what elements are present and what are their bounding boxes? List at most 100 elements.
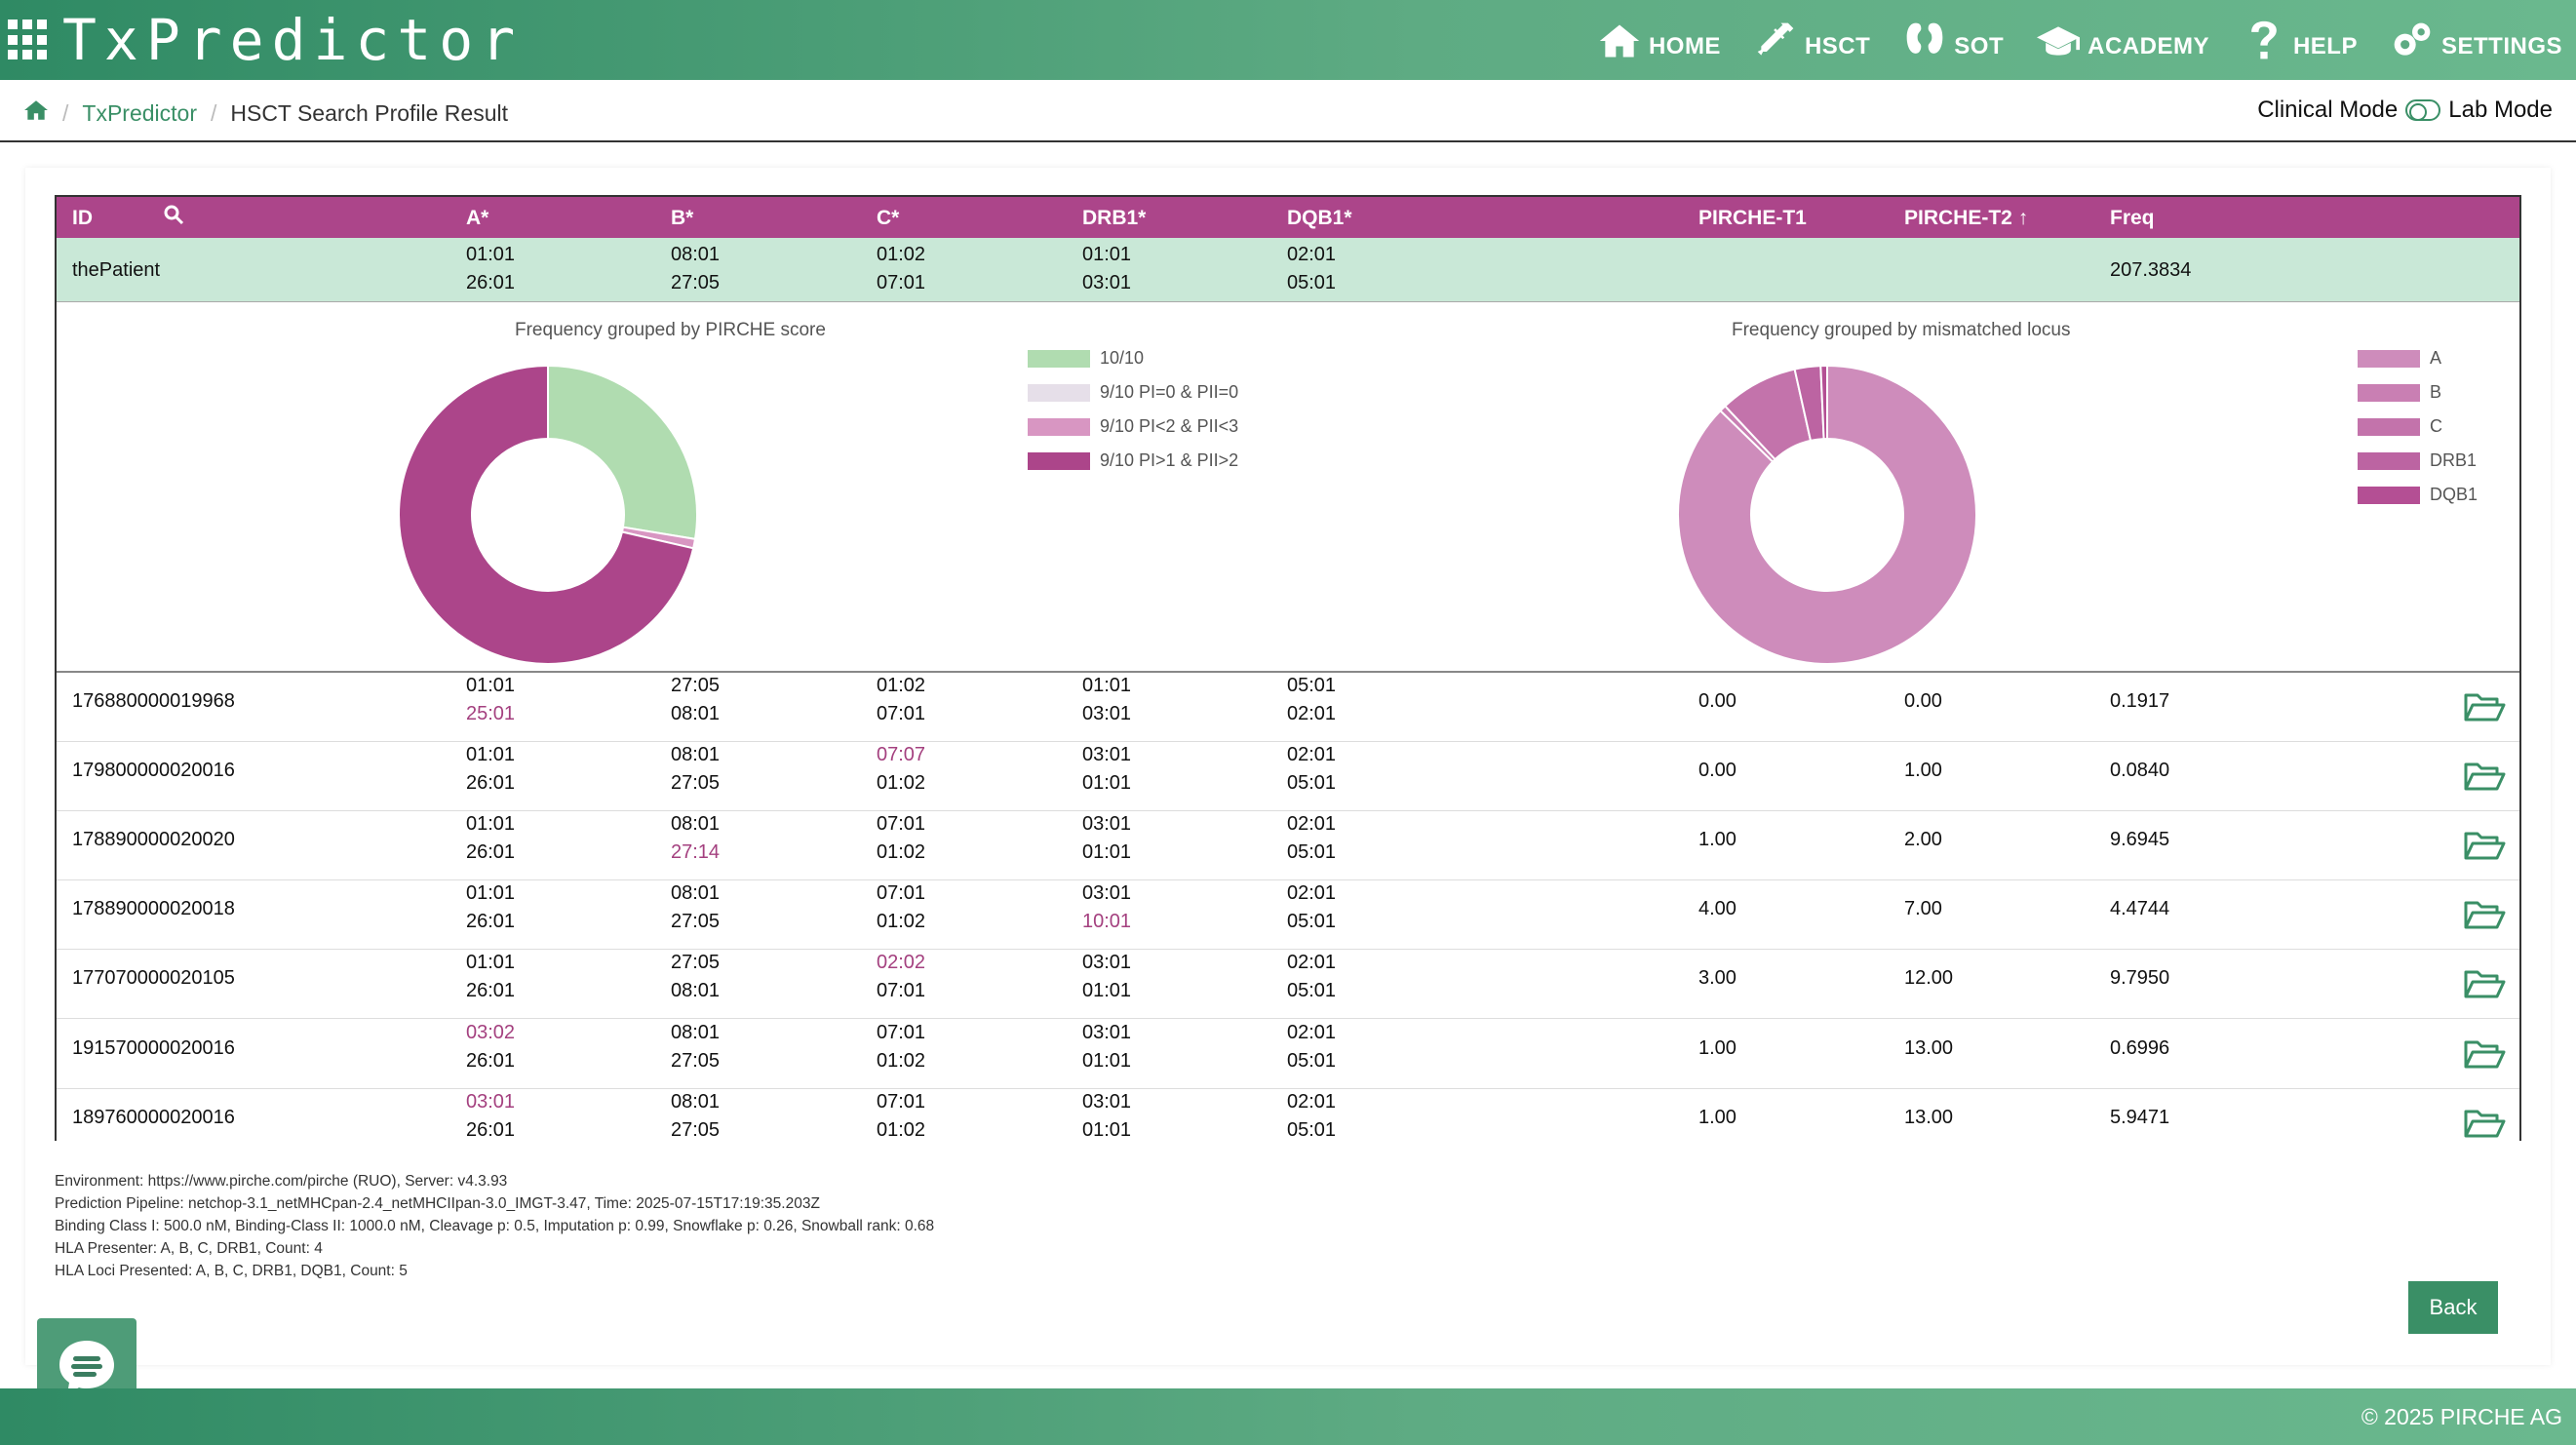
nav-settings[interactable]: SETTINGS [2391,20,2562,62]
allele-b-1: 08:01 [671,1021,721,1043]
allele-c-1: 02:02 [877,952,926,974]
allele-drb1-1: 03:01 [1082,882,1132,905]
open-folder-icon[interactable] [2463,829,2506,862]
allele-dqb1-2: 02:01 [1287,703,1337,724]
mode-toggle[interactable] [2405,99,2441,121]
open-folder-icon[interactable] [2463,760,2506,793]
legend-label: B [2430,382,2442,402]
legend-swatch [1028,417,1090,436]
legend-label: 10/10 [1100,348,1145,368]
open-folder-icon[interactable] [2463,967,2506,1000]
table-row[interactable]: 176880000019968 01:01 25:01 27:05 08:01 01:02… [57,673,2519,742]
allele-dqb1-1: 02:01 [1287,882,1337,905]
breadcrumb-txpredictor-link[interactable]: TxPredictor [82,99,197,126]
allele-dqb1-2: 05:01 [1287,772,1337,795]
locus-slice-4[interactable] [1819,364,1828,441]
nav-hsct[interactable]: HSCT [1754,20,1870,62]
patient-a2: 26:01 [466,272,516,293]
back-button[interactable]: Back [2408,1281,2498,1334]
logo-grid-icon [8,20,49,60]
patient-drb1-2: 03:01 [1082,272,1132,293]
clinical-mode-label: Clinical Mode [2257,97,2399,123]
header-pirche-t1[interactable]: PIRCHE-T1 [1698,207,1807,229]
table-row[interactable]: 178890000020020 01:01 26:01 08:01 27:14 07:01… [57,811,2519,881]
allele-a-1: 01:01 [466,813,516,836]
allele-a-2: 25:01 [466,703,516,724]
open-folder-icon[interactable] [2463,898,2506,931]
open-folder-icon[interactable] [2463,690,2506,723]
locus-legend-item[interactable]: DRB1 [2358,444,2478,478]
results-table: ID A* B* C* DRB1* DQB1* PIRCHE-T1 PIRCHE… [55,195,2521,1141]
locus-slice-0[interactable] [1677,364,1977,665]
app-logo[interactable]: TxPredictor [8,8,523,72]
header-freq[interactable]: Freq [2110,207,2155,229]
donor-id: 176880000019968 [72,690,235,712]
breadcrumb-separator: / [62,99,69,126]
home-icon [1599,24,1640,58]
pirche-slice-3[interactable] [398,364,695,665]
open-folder-icon[interactable] [2463,1107,2506,1140]
top-navbar: TxPredictor HOME HSCT SOT ACADEMY HELP S… [0,0,2576,80]
pirche-slice-0[interactable] [547,364,698,541]
pirche-legend-item[interactable]: 9/10 PI=0 & PII=0 [1028,375,1238,410]
table-row[interactable]: 189760000020016 03:01 26:01 08:01 27:05 07:01… [57,1089,2519,1141]
locus-legend-item[interactable]: C [2358,410,2478,444]
pirche-t2-value: 7.00 [1904,898,1942,920]
nav-home[interactable]: HOME [1598,20,1721,62]
pirche-t1-value: 1.00 [1698,1106,1737,1128]
pirche-t2-value: 13.00 [1904,1036,1954,1059]
locus-legend-item[interactable]: B [2358,375,2478,410]
freq-value: 4.4744 [2110,898,2170,920]
pirche-t1-value: 0.00 [1698,760,1737,782]
pirche-t1-value: 3.00 [1698,967,1737,990]
allele-c-2: 07:01 [877,980,926,1002]
allele-b-2: 27:05 [671,772,721,795]
allele-c-2: 01:02 [877,911,926,933]
patient-dqb1-2: 05:01 [1287,272,1337,293]
allele-dqb1-1: 02:01 [1287,1090,1337,1113]
locus-legend-item[interactable]: A [2358,341,2478,375]
nav-academy[interactable]: ACADEMY [2037,20,2209,62]
pirche-t2-value: 2.00 [1904,829,1942,851]
allele-drb1-1: 03:01 [1082,744,1132,766]
pipeline-info-line: Prediction Pipeline: netchop-3.1_netMHCp… [55,1195,820,1212]
allele-drb1-2: 10:01 [1082,911,1132,933]
allele-dqb1-1: 02:01 [1287,1021,1337,1043]
patient-dqb1-1: 02:01 [1287,244,1337,265]
allele-a-2: 26:01 [466,1049,516,1072]
nav-academy-label: ACADEMY [2088,33,2209,59]
table-row[interactable]: 177070000020105 01:01 26:01 27:05 08:01 02:02… [57,950,2519,1020]
allele-c-1: 07:01 [877,813,926,836]
header-drb1[interactable]: DRB1* [1082,207,1147,229]
legend-swatch [1028,451,1090,470]
header-dqb1[interactable]: DQB1* [1287,207,1352,229]
table-row[interactable]: 179800000020016 01:01 26:01 08:01 27:05 07:07… [57,742,2519,812]
search-icon[interactable] [162,203,185,226]
header-id[interactable]: ID [72,207,93,229]
donor-id: 177070000020105 [72,967,235,990]
pirche-legend-item[interactable]: 10/10 [1028,341,1238,375]
header-b[interactable]: B* [671,207,694,229]
allele-drb1-1: 03:01 [1082,813,1132,836]
locus-donut-chart [1677,364,1977,665]
nav-sot[interactable]: SOT [1903,20,2004,62]
open-folder-icon[interactable] [2463,1037,2506,1071]
header-c[interactable]: C* [877,207,900,229]
header-pirche-t2[interactable]: PIRCHE-T2 ↑ [1904,207,2028,230]
allele-b-1: 27:05 [671,675,721,696]
locus-legend-item[interactable]: DQB1 [2358,478,2478,512]
allele-c-1: 01:02 [877,675,926,696]
legend-swatch [2358,383,2420,402]
pirche-legend-item[interactable]: 9/10 PI>1 & PII>2 [1028,444,1238,478]
header-a[interactable]: A* [466,207,489,229]
nav-help[interactable]: HELP [2243,20,2358,62]
allele-dqb1-1: 02:01 [1287,952,1337,974]
pirche-legend-item[interactable]: 9/10 PI<2 & PII<3 [1028,410,1238,444]
table-row[interactable]: 178890000020018 01:01 26:01 08:01 27:05 07:01… [57,880,2519,951]
donor-id: 189760000020016 [72,1106,235,1128]
patient-b2: 27:05 [671,272,721,293]
table-row[interactable]: 191570000020016 03:02 26:01 08:01 27:05 07:01… [57,1020,2519,1089]
breadcrumb-home-link[interactable] [23,98,49,129]
donor-id: 178890000020020 [72,829,235,851]
allele-drb1-2: 01:01 [1082,841,1132,864]
